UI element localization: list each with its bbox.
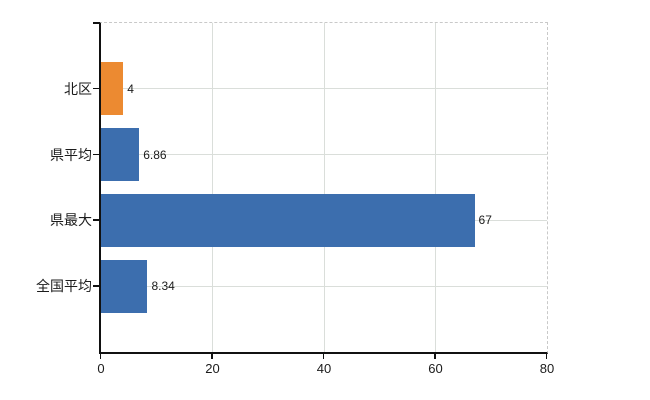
vertical-gridline	[435, 23, 436, 352]
x-axis-tick-label: 0	[97, 361, 105, 376]
y-axis-tick	[93, 285, 100, 287]
x-axis-tick	[322, 354, 324, 359]
value-label: 8.34	[151, 279, 175, 294]
x-axis-tick-label: 40	[316, 361, 332, 376]
value-label: 6.86	[143, 147, 167, 162]
y-axis-tick	[93, 87, 100, 90]
horizontal-gridline	[101, 285, 547, 287]
y-axis-tick	[93, 219, 100, 221]
x-axis-tick	[545, 354, 547, 359]
category-label: 北区	[64, 80, 92, 97]
value-label: 4	[127, 81, 134, 96]
x-axis-tick-label: 60	[428, 361, 443, 376]
x-axis-tick	[211, 354, 213, 359]
value-label: 67	[478, 213, 492, 228]
x-axis-tick	[434, 354, 436, 359]
plot-area: 4 6.86 67 8.34	[99, 22, 548, 354]
horizontal-gridline	[101, 88, 547, 90]
bar-北区	[101, 62, 124, 116]
bar-県最大	[101, 193, 475, 247]
category-label: 県最大	[50, 212, 92, 229]
vertical-gridline	[212, 23, 213, 352]
y-axis-tick	[93, 153, 100, 156]
category-label: 県平均	[50, 146, 92, 163]
bar-県平均	[101, 128, 140, 182]
x-axis-tick-label: 20	[205, 361, 220, 376]
x-axis-tick	[99, 354, 101, 359]
bar-全国平均	[101, 259, 148, 313]
y-axis-end-tick	[93, 22, 100, 24]
horizontal-gridline	[101, 154, 547, 156]
vertical-gridline	[323, 23, 325, 352]
category-label: 全国平均	[36, 278, 92, 295]
x-axis-tick-label: 80	[539, 361, 555, 376]
